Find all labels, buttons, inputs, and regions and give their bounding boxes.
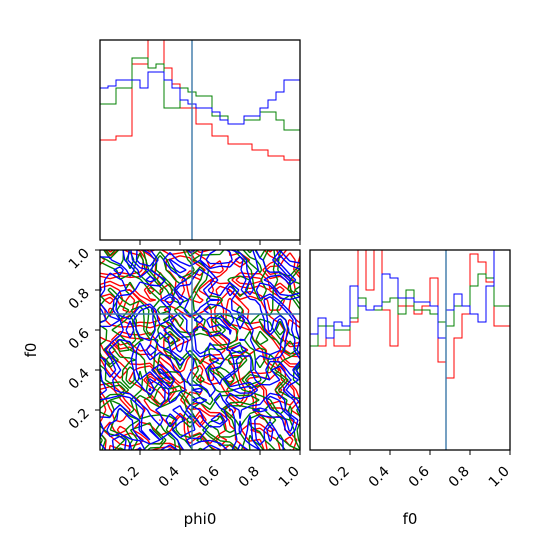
f0-histogram-ticks: 0.2 0.4 0.6 0.8 1.0 [326, 450, 513, 491]
contour-xtick-label-2: 0.6 [196, 463, 223, 490]
contour-ytick-label-0: 0.2 [66, 406, 93, 433]
contour-xtick-label-4: 1.0 [276, 464, 303, 491]
contour-ytick-label-2: 0.6 [66, 325, 93, 352]
f0-hist-series-0 [310, 250, 510, 450]
contour-ytick-label-4: 1.0 [66, 246, 93, 273]
phi0-hist-series-0 [100, 40, 300, 240]
f0-hist-series-1 [310, 273, 510, 450]
phi0-f0-contour-panel: 0.2 0.4 0.6 0.8 1.0 0.2 0.4 0.6 0.8 1.0 [66, 246, 303, 491]
f0-histogram-steps [310, 250, 510, 450]
contour-ytick-label-3: 0.8 [66, 286, 93, 313]
x-axis-label-f0: f0 [403, 510, 418, 528]
phi0-histogram-panel [99, 39, 301, 245]
contour-lines [100, 250, 300, 450]
phi0-histogram-steps [100, 40, 300, 240]
phi0-hist-series-1 [100, 57, 300, 240]
f0-hist-xtick-label-2: 0.6 [406, 463, 433, 490]
f0-hist-xtick-label-4: 1.0 [486, 464, 513, 491]
phi0-histogram-ticks [139, 240, 301, 245]
phi0-hist-series-2 [100, 71, 300, 240]
contour-xtick-label-0: 0.2 [116, 464, 143, 491]
f0-hist-series-2 [310, 250, 510, 450]
contour-ytick-label-1: 0.4 [66, 365, 93, 392]
y-axis-label-f0: f0 [22, 343, 40, 358]
contour-xtick-label-1: 0.4 [156, 463, 183, 490]
f0-hist-xtick-label-3: 0.8 [446, 464, 473, 491]
f0-hist-xtick-label-0: 0.2 [326, 464, 353, 491]
contour-frame [99, 249, 301, 451]
f0-hist-xtick-label-1: 0.4 [366, 463, 393, 490]
contour-xtick-label-3: 0.8 [236, 464, 263, 491]
phi0-histogram-frame [99, 39, 301, 241]
x-axis-label-phi0: phi0 [184, 510, 217, 528]
contour-series-1 [100, 250, 300, 450]
contour-series-2 [100, 250, 300, 450]
f0-histogram-panel: 0.2 0.4 0.6 0.8 1.0 [309, 249, 513, 491]
f0-histogram-frame [309, 249, 511, 451]
